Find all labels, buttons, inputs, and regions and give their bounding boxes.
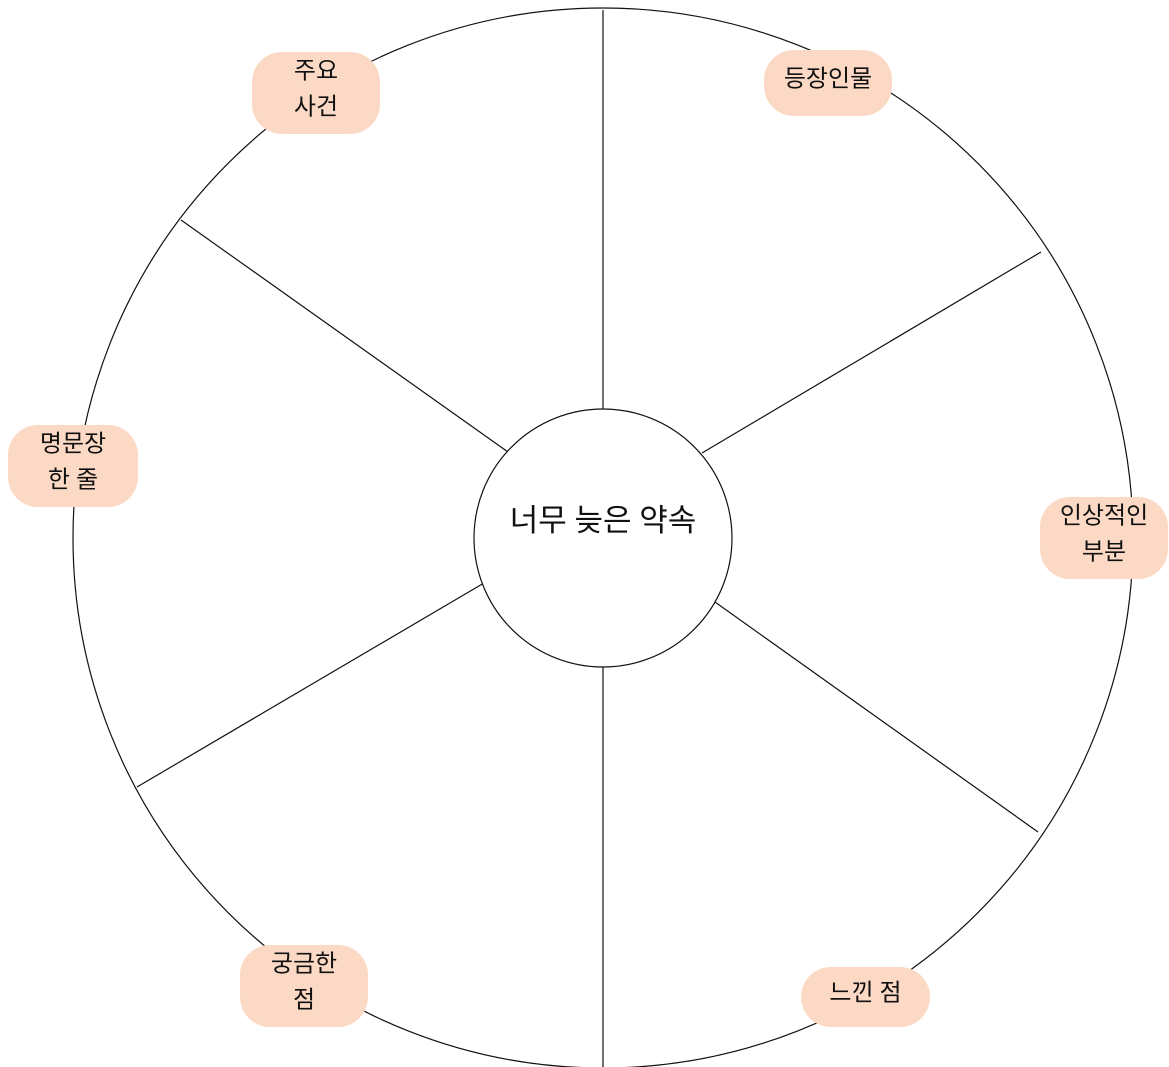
- label-text: 사건: [294, 94, 338, 121]
- center-circle: [473, 408, 733, 668]
- label-text: 점: [293, 987, 315, 1014]
- spoke: [136, 582, 485, 788]
- label-text: 주요: [294, 59, 338, 85]
- label-pill: [764, 50, 892, 116]
- center-title: 너무 늦은 약속: [510, 503, 697, 538]
- label-text: 느낀 점: [829, 980, 901, 1007]
- label-text: 한 줄: [48, 468, 98, 494]
- label-text: 명문장: [40, 431, 106, 458]
- spoke: [701, 251, 1042, 454]
- label-text: 궁금한: [271, 952, 337, 978]
- label-pill: [240, 945, 368, 1027]
- label-pill: [252, 52, 380, 134]
- label-pill: [801, 967, 930, 1027]
- label-pill: [1040, 497, 1168, 579]
- spoke: [180, 219, 509, 453]
- label-text: 등장인물: [784, 66, 872, 93]
- label-pill: [8, 425, 138, 507]
- spoke: [714, 601, 1039, 833]
- label-text: 인상적인: [1060, 503, 1148, 530]
- label-text: 부분: [1082, 540, 1126, 566]
